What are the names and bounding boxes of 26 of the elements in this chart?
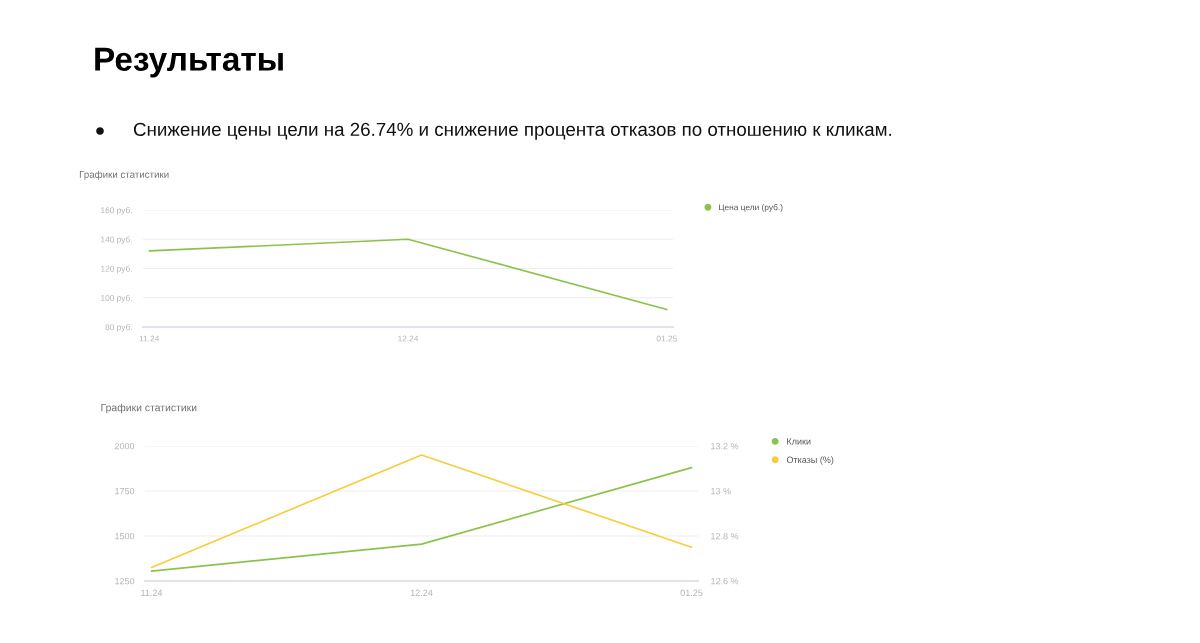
y-tick-label: 100 руб. xyxy=(101,294,132,303)
y2-tick-label: 13 % xyxy=(711,487,731,495)
y-tick-label: 140 руб. xyxy=(101,236,132,245)
x-tick-label: 01.25 xyxy=(656,335,677,342)
y-tick-label: 1750 xyxy=(115,487,135,495)
y-tick-label: 80 руб. xyxy=(105,323,132,332)
y2-tick-label: 13.2 % xyxy=(711,442,739,450)
x-tick-label: 12.24 xyxy=(410,589,433,596)
y2-tick-label: 12.8 % xyxy=(711,532,739,540)
legend-label: Цена цели (руб.) xyxy=(719,204,783,212)
y-tick-label: 160 руб. xyxy=(101,206,132,215)
text: Снижение цены цели на 26.74% и снижение процента отказов по отношению к кликам. xyxy=(133,122,892,140)
legend-label: Отказы (%) xyxy=(786,456,834,465)
chart-title: Графики статистики xyxy=(79,170,169,180)
y-tick-label: 2000 xyxy=(114,442,135,450)
y-tick-label: 120 руб. xyxy=(101,265,132,274)
y-tick-label: 1500 xyxy=(115,532,135,540)
text: Результаты xyxy=(95,47,283,78)
x-tick-label: 11.24 xyxy=(141,589,163,596)
y-tick-label: 1250 xyxy=(115,577,135,585)
x-tick-label: 12.24 xyxy=(398,335,419,342)
y2-tick-label: 12.6 % xyxy=(711,577,739,585)
x-tick-label: 01.25 xyxy=(680,589,703,596)
chart-title: Графики статистики xyxy=(101,403,197,414)
legend-label: Клики xyxy=(787,438,811,445)
x-tick-label: 11.24 xyxy=(139,335,160,342)
